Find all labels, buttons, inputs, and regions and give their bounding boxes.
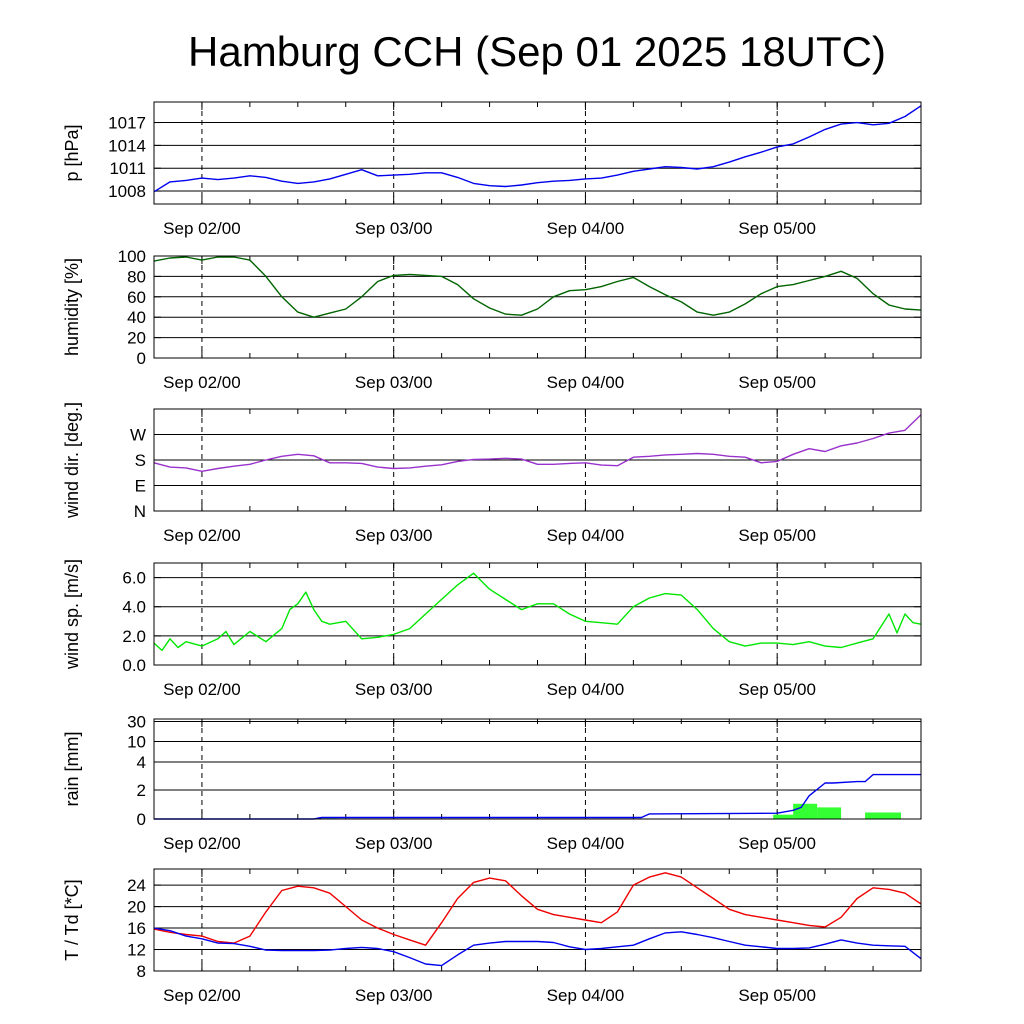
x-tick-label-temperature: Sep 03/00 <box>355 986 433 1005</box>
x-tick-label-temperature: Sep 05/00 <box>738 986 816 1005</box>
x-tick-label-temperature: Sep 02/00 <box>163 986 241 1005</box>
x-tick-label-rain: Sep 03/00 <box>355 834 433 853</box>
y-tick-label-humidity: 40 <box>127 308 146 327</box>
panel-pressure: 1008 1011 1014 1017 Sep 02/00 Sep 03/00 Sep 04… <box>62 101 922 238</box>
series-line-wind_direction-0 <box>153 414 922 472</box>
x-tick-label-wind_direction: Sep 04/00 <box>547 526 625 545</box>
y-tick-label-humidity: 0 <box>137 349 146 368</box>
series-line-rain-0 <box>154 773 921 820</box>
y-tick-label-humidity: 20 <box>127 329 146 348</box>
y-tick-label-rain: 4 <box>137 753 146 772</box>
y-tick-label-wind_speed: 0.0 <box>122 656 146 675</box>
plot-frame-wind_speed <box>153 562 922 666</box>
y-tick-label-temperature: 20 <box>127 898 146 917</box>
x-tick-label-wind_direction: Sep 02/00 <box>163 526 241 545</box>
x-tick-label-pressure: Sep 04/00 <box>547 219 625 238</box>
y-tick-label-temperature: 8 <box>137 962 146 981</box>
series-line-pressure-0 <box>153 105 922 193</box>
y-tick-label-wind_speed: 4.0 <box>122 598 146 617</box>
x-tick-label-pressure: Sep 05/00 <box>738 219 816 238</box>
series-line-wind_speed-0 <box>153 572 922 652</box>
y-tick-label-wind_direction: N <box>134 502 146 521</box>
chart-title: Hamburg CCH (Sep 01 2025 18UTC) <box>188 28 886 75</box>
y-tick-label-wind_direction: E <box>135 477 146 496</box>
x-tick-label-rain: Sep 05/00 <box>738 834 816 853</box>
y-axis-label-temperature: T / Td [*C] <box>62 879 82 960</box>
rain-bar <box>793 803 818 819</box>
x-tick-label-humidity: Sep 04/00 <box>547 373 625 392</box>
x-tick-label-wind_speed: Sep 05/00 <box>738 680 816 699</box>
x-tick-label-humidity: Sep 03/00 <box>355 373 433 392</box>
x-tick-label-wind_direction: Sep 03/00 <box>355 526 433 545</box>
x-tick-label-pressure: Sep 02/00 <box>163 219 241 238</box>
x-tick-label-rain: Sep 02/00 <box>163 834 241 853</box>
y-tick-label-rain: 30 <box>127 713 146 732</box>
x-tick-label-temperature: Sep 04/00 <box>547 986 625 1005</box>
x-tick-label-wind_speed: Sep 04/00 <box>547 680 625 699</box>
y-tick-label-pressure: 1011 <box>109 159 146 178</box>
y-tick-label-humidity: 80 <box>127 267 146 286</box>
y-tick-label-pressure: 1014 <box>108 136 146 155</box>
y-tick-label-rain: 10 <box>127 733 146 752</box>
rain-bar <box>817 807 842 819</box>
x-tick-label-wind_speed: Sep 02/00 <box>163 680 241 699</box>
y-tick-label-wind_direction: S <box>135 451 146 470</box>
series-line-humidity-0 <box>153 256 922 318</box>
y-tick-label-wind_speed: 2.0 <box>122 627 146 646</box>
y-tick-label-wind_direction: W <box>130 426 146 445</box>
y-tick-label-wind_speed: 6.0 <box>122 569 146 588</box>
y-tick-label-temperature: 12 <box>127 941 146 960</box>
y-axis-label-rain: rain [mm] <box>62 731 82 806</box>
y-tick-label-humidity: 100 <box>118 247 146 266</box>
plot-frame-pressure <box>153 101 922 205</box>
y-axis-label-pressure: p [hPa] <box>62 124 82 181</box>
rain-bar <box>773 814 794 819</box>
plot-frame-humidity <box>153 255 922 359</box>
y-tick-label-humidity: 60 <box>127 288 146 307</box>
series-line-temperature-1 <box>153 927 922 967</box>
panel-temperature: 8 12 16 20 24 Sep 02/00 Sep 03/00 Sep 04/00 Sep … <box>62 868 922 1005</box>
x-tick-label-humidity: Sep 02/00 <box>163 373 241 392</box>
y-tick-label-temperature: 16 <box>127 919 146 938</box>
y-axis-label-wind_direction: wind dir. [deg.] <box>62 402 82 519</box>
plot-frame-rain <box>153 718 922 820</box>
x-tick-label-humidity: Sep 05/00 <box>738 373 816 392</box>
x-tick-label-wind_direction: Sep 05/00 <box>738 526 816 545</box>
y-tick-label-rain: 2 <box>137 781 146 800</box>
x-tick-label-pressure: Sep 03/00 <box>355 219 433 238</box>
y-tick-label-pressure: 1017 <box>108 114 146 133</box>
y-tick-label-pressure: 1008 <box>108 182 146 201</box>
y-tick-label-temperature: 24 <box>127 876 146 895</box>
plot-frame-wind_direction <box>153 408 922 512</box>
x-tick-label-wind_speed: Sep 03/00 <box>355 680 433 699</box>
plot-frame-temperature <box>153 868 922 972</box>
panel-wind_speed: 0.0 2.0 4.0 6.0 Sep 02/00 Sep 03/00 Sep 04/00 S… <box>62 559 922 699</box>
rain-bar <box>865 812 902 819</box>
y-axis-label-humidity: humidity [%] <box>62 258 82 356</box>
y-axis-label-wind_speed: wind sp. [m/s] <box>62 559 82 670</box>
x-tick-label-rain: Sep 04/00 <box>547 834 625 853</box>
series-line-temperature-0 <box>153 872 922 946</box>
y-tick-label-rain: 0 <box>137 810 146 829</box>
